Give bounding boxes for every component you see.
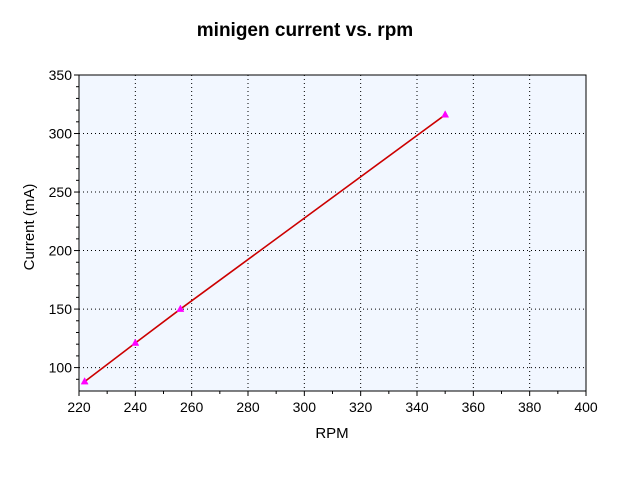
x-tick-label: 320 <box>349 399 373 415</box>
y-axis-title: Current (mA) <box>21 184 38 271</box>
data-point <box>80 377 89 385</box>
x-tick-label: 280 <box>236 399 260 415</box>
y-tick-label: 350 <box>49 67 73 83</box>
data-point <box>441 110 450 118</box>
series-line <box>84 114 446 383</box>
axis-ticks <box>74 74 587 396</box>
y-tick-label: 250 <box>49 184 73 200</box>
x-tick-label: 220 <box>67 399 91 415</box>
chart-title: minigen current vs. rpm <box>197 20 413 41</box>
x-tick-label: 260 <box>180 399 204 415</box>
x-axis-title: RPM <box>315 425 348 442</box>
plot-area <box>78 74 587 392</box>
grid <box>79 75 586 391</box>
y-tick-label: 200 <box>49 243 73 259</box>
tick-labels: 220 240 260 280 300 320 340 360 380 400 100 150 200 2… <box>49 67 598 415</box>
data-point <box>176 304 185 312</box>
y-tick-label: 300 <box>49 126 73 142</box>
data-point <box>131 338 140 346</box>
x-tick-label: 300 <box>293 399 317 415</box>
y-tick-label: 100 <box>49 360 73 376</box>
y-tick-label: 150 <box>49 301 73 317</box>
x-tick-label: 240 <box>124 399 148 415</box>
x-tick-label: 400 <box>574 399 598 415</box>
x-tick-label: 340 <box>405 399 429 415</box>
x-tick-label: 360 <box>462 399 486 415</box>
x-tick-label: 380 <box>518 399 542 415</box>
series-layer <box>80 110 450 385</box>
